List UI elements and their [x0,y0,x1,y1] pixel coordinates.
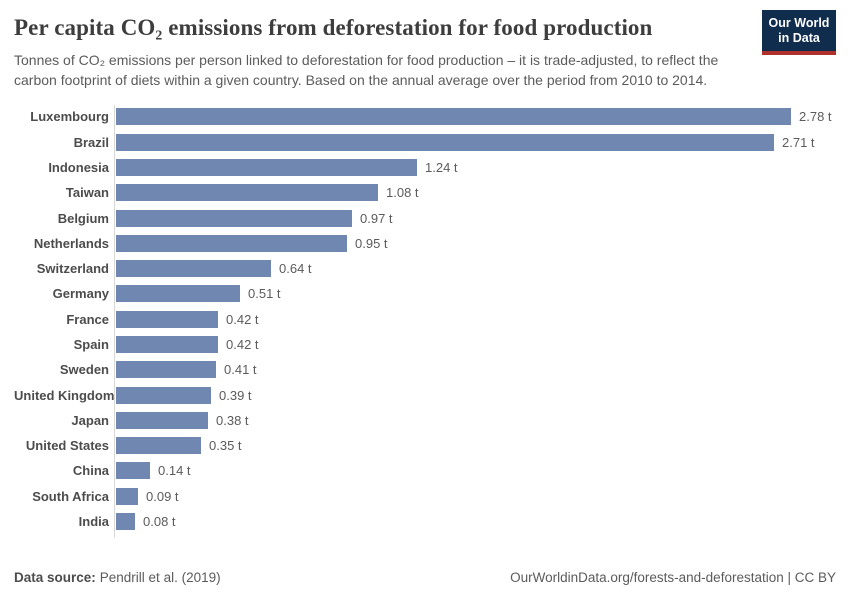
country-label: China [72,463,109,479]
country-label: India [78,514,109,530]
country-label: United States [25,438,109,454]
bar[interactable] [116,234,347,252]
bar-track: 1.24 t [114,155,836,180]
bar[interactable] [116,184,378,202]
chart-row: Japan 0.38 t [14,408,836,433]
country-label: Belgium [57,210,109,226]
country-label: Brazil [73,134,109,150]
country-label: Sweden [59,362,109,378]
country-label: France [66,311,109,327]
chart-row: Luxembourg 2.78 t [14,104,836,129]
bar[interactable] [116,386,211,404]
bar[interactable] [116,133,774,151]
page-title: Per capita CO₂ emissions from deforestat… [14,15,653,40]
country-label: Switzerland [36,261,109,277]
data-source-value: Pendrill et al. (2019) [99,570,221,585]
value-label: 0.09 t [146,488,179,504]
bar[interactable] [116,209,352,227]
chart-footer: Data source: Pendrill et al. (2019) OurWo… [14,570,836,585]
country-label: Japan [71,412,109,428]
bar[interactable] [116,411,208,429]
country-label: Germany [52,286,109,302]
value-label: 0.38 t [216,412,249,428]
data-source-label: Data source: [14,570,96,585]
chart-row: Brazil 2.71 t [14,129,836,154]
chart-row: Spain 0.42 t [14,332,836,357]
country-label: Taiwan [65,185,109,201]
value-label: 0.14 t [158,463,191,479]
attribution-link[interactable]: OurWorldinData.org/forests-and-deforesta… [510,570,836,585]
value-label: 0.41 t [224,362,257,378]
bar-track: 0.42 t [114,332,836,357]
owid-logo-line1: Our World [768,16,830,30]
bar[interactable] [116,437,201,455]
bar[interactable] [116,108,791,126]
value-label: 0.97 t [360,210,393,226]
bar-track: 0.08 t [114,509,836,534]
value-label: 0.39 t [219,387,252,403]
chart-row: South Africa 0.09 t [14,484,836,509]
bar-track: 1.08 t [114,180,836,205]
value-label: 0.95 t [355,235,388,251]
chart-subtitle: Tonnes of CO₂ emissions per person linke… [14,51,719,89]
bar-track: 0.14 t [114,458,836,483]
country-label: Luxembourg [30,109,109,125]
country-label: Spain [73,337,109,352]
bar-track: 0.97 t [114,205,836,230]
value-label: 1.24 t [425,159,458,175]
chart-row: Germany 0.51 t [14,281,836,306]
bar-track: 0.51 t [114,281,836,306]
bar-track: 0.41 t [114,357,836,382]
bar-track: 2.71 t [114,129,836,154]
value-label: 1.08 t [386,185,419,201]
bar-track: 0.95 t [114,231,836,256]
bar-track: 0.35 t [114,433,836,458]
bar-track: 0.42 t [114,307,836,332]
bar[interactable] [116,462,150,480]
value-label: 0.64 t [279,261,312,277]
country-label: South Africa [32,488,109,504]
chart-row: Netherlands 0.95 t [14,231,836,256]
chart-row: Switzerland 0.64 t [14,256,836,281]
bar-track: 0.38 t [114,408,836,433]
value-label: 2.78 t [799,109,832,125]
chart-row: United Kingdom 0.39 t [14,382,836,407]
chart-row: France 0.42 t [14,307,836,332]
bar[interactable] [116,310,218,328]
owid-logo: Our World in Data [762,10,836,55]
chart-row: United States 0.35 t [14,433,836,458]
bar-track: 2.78 t [114,104,836,129]
data-source: Data source: Pendrill et al. (2019) [14,570,221,585]
bar[interactable] [116,336,218,353]
country-label: United Kingdom [14,387,115,403]
value-label: 0.42 t [226,311,259,327]
bar-chart: Luxembourg 2.78 t Brazil 2.71 t Indonesi… [14,104,836,539]
bar[interactable] [116,487,138,505]
bar-track: 0.09 t [114,484,836,509]
value-label: 0.35 t [209,438,242,454]
value-label: 0.42 t [226,337,259,352]
chart-row: Belgium 0.97 t [14,205,836,230]
chart-row: Taiwan 1.08 t [14,180,836,205]
bar[interactable] [116,260,271,278]
value-label: 2.71 t [782,134,815,150]
bar-track: 0.64 t [114,256,836,281]
chart-row: Indonesia 1.24 t [14,155,836,180]
country-label: Netherlands [33,235,109,251]
bar-track: 0.39 t [114,382,836,407]
chart-header: Per capita CO₂ emissions from deforestat… [14,10,836,91]
chart-row: Sweden 0.41 t [14,357,836,382]
bar[interactable] [116,285,240,303]
bar[interactable] [116,158,417,176]
y-axis-line [114,105,115,539]
value-label: 0.08 t [143,514,176,530]
bar[interactable] [116,361,216,379]
chart-row: China 0.14 t [14,458,836,483]
bar[interactable] [116,513,135,531]
chart-row: India 0.08 t [14,509,836,534]
value-label: 0.51 t [248,286,281,302]
country-label: Indonesia [48,159,109,175]
owid-logo-line2: in Data [778,31,820,45]
